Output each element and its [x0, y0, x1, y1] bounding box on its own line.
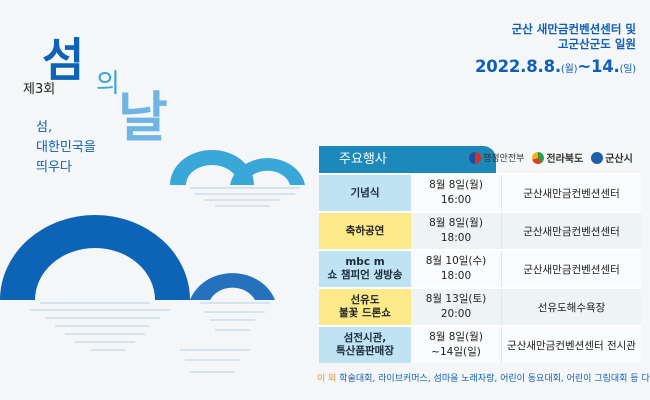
wave-arch-small	[190, 273, 275, 300]
slogan-line: 섬,	[36, 120, 53, 135]
table-row: 섬전시관, 특산품판매장 8월 8일(월) ~14일(일) 군산새만금컨벤션센터 전…	[319, 325, 641, 363]
event-name: 축하공연	[319, 213, 411, 249]
wave-arch-blue2	[230, 158, 305, 185]
host-logo: 전라북도	[532, 150, 583, 165]
event-place: 군산새만금컨벤션센터	[501, 175, 641, 211]
event-time: 8월 13일(토) 20:00	[411, 289, 501, 325]
host-logos: 행정안전부 전라북도 군산시	[469, 150, 633, 165]
event-place: 군산새만금컨벤션센터 전시관	[501, 327, 641, 363]
venue-line: 고군산군도 일원	[557, 37, 636, 51]
wave-arch-left	[0, 215, 190, 300]
table-header: 주요행사 행정안전부 전라북도 군산시	[319, 146, 641, 173]
host-logo: 행정안전부	[469, 151, 524, 164]
reflection-lines	[30, 187, 300, 373]
event-time: 8월 10일(수) 18:00	[411, 251, 501, 287]
slogan: 섬, 대한민국을 띄우다	[36, 118, 96, 178]
edition-label: 제3회	[23, 82, 56, 97]
title-char-2: 의	[96, 69, 120, 99]
slogan-line: 대한민국을	[36, 140, 96, 155]
title-char-3: 날	[118, 86, 168, 149]
mois-logo-icon	[469, 151, 481, 164]
event-name: 기념식	[319, 175, 411, 211]
event-time: 8월 8일(월) 16:00	[411, 175, 501, 211]
date-dow-start: (월)	[560, 64, 578, 75]
event-name: 선유도 불꽃 드론쇼	[319, 289, 411, 325]
host-logo: 군산시	[591, 150, 633, 165]
events-table: 주요행사 행정안전부 전라북도 군산시 기념식 8월 8일(월) 16:00 군산…	[319, 146, 641, 363]
table-header-label: 주요행사	[319, 146, 496, 173]
jeonbuk-logo-icon	[532, 151, 545, 164]
wave-arch-blue	[170, 150, 254, 185]
event-time: 8월 8일(월) ~14일(일)	[411, 327, 501, 363]
footnote: 이 외 학술대회, 라이브커머스, 섬마을 노래자랑, 어린이 동요대회, 어린…	[317, 371, 650, 384]
event-date: 2022.8.8.(월)~14.(일)	[475, 57, 636, 76]
date-end: ~14.	[577, 57, 620, 76]
table-row: 선유도 불꽃 드론쇼 8월 13일(토) 20:00 선유도해수욕장	[319, 287, 641, 325]
title-graphic: 섬 의 날	[0, 33, 305, 373]
footnote-text: 학술대회, 라이브커머스, 섬마을 노래자랑, 어린이 동요대회, 어린이 그림…	[339, 374, 650, 384]
event-time: 8월 8일(월) 18:00	[411, 213, 501, 249]
slogan-line: 띄우다	[36, 160, 72, 175]
date-start: 2022.8.8.	[475, 57, 561, 76]
event-name: 섬전시관, 특산품판매장	[319, 327, 411, 363]
venue: 군산 새만금컨벤션센터 및 고군산군도 일원	[512, 22, 636, 52]
title-char-1: 섬	[42, 33, 84, 87]
date-dow-end: (일)	[619, 64, 637, 75]
venue-line: 군산 새만금컨벤션센터 및	[511, 22, 636, 36]
table-row: 기념식 8월 8일(월) 16:00 군산새만금컨벤션센터	[319, 173, 641, 211]
table-row: 축하공연 8월 8일(월) 18:00 군산새만금컨벤션센터	[319, 211, 641, 249]
event-place: 선유도해수욕장	[501, 289, 641, 325]
event-place: 군산새만금컨벤션센터	[501, 213, 641, 249]
footnote-prefix: 이 외	[317, 374, 337, 384]
gunsan-logo-icon	[591, 151, 604, 164]
event-place: 군산새만금컨벤션센터	[501, 251, 641, 287]
